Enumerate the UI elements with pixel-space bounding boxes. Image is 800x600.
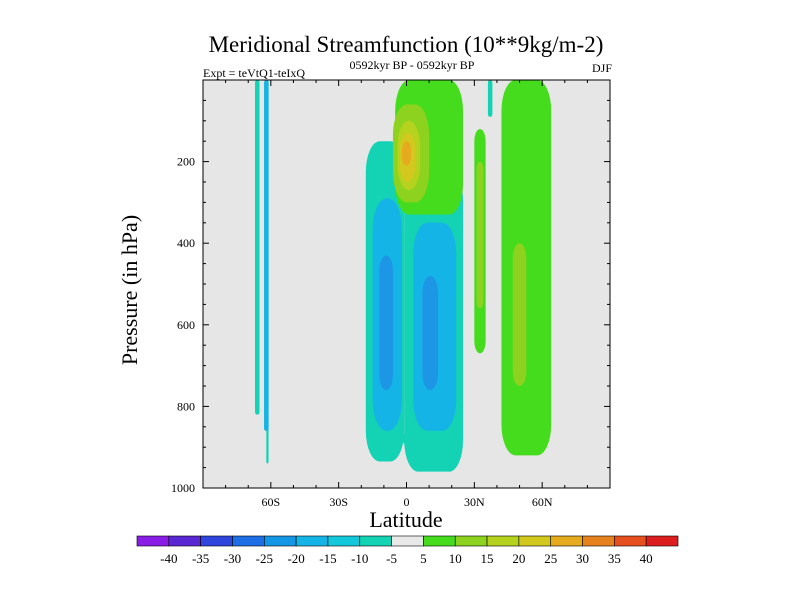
x-tick-label-2: 0 xyxy=(404,495,410,509)
colorbar-swatch-1 xyxy=(168,535,201,547)
colorbar-swatch-15 xyxy=(614,535,647,547)
y-axis: 200 400 600 800 1000 xyxy=(171,99,610,495)
colorbar-swatch-0 xyxy=(136,535,170,547)
contour-band-2-region-1 xyxy=(422,275,439,391)
colorbar-swatch-14 xyxy=(582,535,615,547)
contour-band-4-region-2 xyxy=(512,243,527,386)
colorbar-swatch-9 xyxy=(423,535,456,547)
colorbar-label-13: 30 xyxy=(576,551,589,566)
y-tick-label-3: 800 xyxy=(177,399,195,413)
colorbar-swatch-11 xyxy=(486,535,520,547)
chart-subtitle-left: Expt = teVtQ1-teIxQ xyxy=(203,66,305,80)
colorbar-swatch-7 xyxy=(359,535,392,547)
colorbar-swatch-5 xyxy=(295,535,329,547)
colorbar-label-1: -35 xyxy=(192,551,209,566)
colorbar-swatch-6 xyxy=(327,535,361,547)
colorbar-swatch-10 xyxy=(454,535,488,547)
colorbar-swatch-8 xyxy=(391,535,424,547)
colorbar-swatch-3 xyxy=(232,535,265,547)
y-tick-label-0: 200 xyxy=(177,155,195,169)
colorbar-label-8: 5 xyxy=(420,551,427,566)
x-tick-label-4: 60N xyxy=(532,495,553,509)
x-tick-label-0: 60S xyxy=(261,495,280,509)
y-tick-label-4: 1000 xyxy=(171,481,195,495)
y-tick-label-1: 400 xyxy=(177,236,195,250)
contour-band-4-region-1 xyxy=(476,161,484,309)
colorbar-label-6: -10 xyxy=(351,551,368,566)
colorbar-label-11: 20 xyxy=(512,551,525,566)
contour-band-0-region-0 xyxy=(255,80,260,415)
colorbar-label-9: 10 xyxy=(449,551,462,566)
colorbar-label-10: 15 xyxy=(481,551,494,566)
season-label: DJF xyxy=(592,61,612,75)
colorbar-swatch-12 xyxy=(518,535,552,547)
x-tick-label-1: 30S xyxy=(329,495,348,509)
y-tick-label-2: 600 xyxy=(177,318,195,332)
colorbar-label-4: -20 xyxy=(287,551,304,566)
contour-band-7-region-0 xyxy=(401,141,412,166)
contour-fields xyxy=(255,80,552,472)
colorbar-label-3: -25 xyxy=(256,551,273,566)
contour-band-1-region-2 xyxy=(264,80,269,431)
colorbar-label-14: 35 xyxy=(608,551,621,566)
colorbar-label-12: 25 xyxy=(544,551,557,566)
chart-subtitle-center: 0592kyr BP - 0592kyr BP xyxy=(350,58,475,72)
colorbar-label-7: -5 xyxy=(386,551,397,566)
colorbar-swatch-2 xyxy=(200,535,233,547)
colorbar-swatch-13 xyxy=(550,535,583,547)
colorbar: -40 -35 -30 -25 -20 -15 -10 -5 5 10 15 20 25 30 35 40 xyxy=(136,535,679,566)
colorbar-swatch-4 xyxy=(263,535,297,547)
x-tick-label-3: 30N xyxy=(464,495,485,509)
contour-band-0-region-5 xyxy=(402,433,411,446)
colorbar-swatch-16 xyxy=(645,535,679,547)
contour-band-0-region-4 xyxy=(487,80,493,117)
contour-band-2-region-0 xyxy=(379,255,393,391)
colorbar-label-2: -30 xyxy=(224,551,241,566)
x-axis-label: Latitude xyxy=(369,507,442,532)
x-axis: 60S 30S 0 30N 60N xyxy=(225,80,588,509)
chart-title: Meridional Streamfunction (10**9kg/m-2) xyxy=(209,32,604,57)
plot-frame xyxy=(202,79,611,489)
colorbar-label-15: 40 xyxy=(640,551,653,566)
colorbar-label-5: -15 xyxy=(319,551,336,566)
colorbar-label-0: -40 xyxy=(160,551,177,566)
y-axis-label: Pressure (in hPa) xyxy=(117,215,142,365)
